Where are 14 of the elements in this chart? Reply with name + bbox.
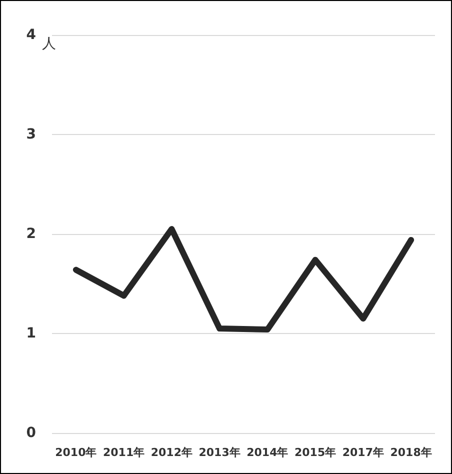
x-tick-label: 2015年: [294, 446, 336, 459]
y-tick-label: 3: [26, 126, 36, 142]
y-tick-label: 1: [26, 326, 36, 342]
x-tick-label: 2010年: [55, 446, 97, 459]
x-tick-label: 2012年: [150, 446, 192, 459]
y-tick-label: 2: [26, 226, 36, 242]
y-tick-label: 4: [26, 27, 36, 43]
x-tick-label: 2018年: [390, 446, 432, 459]
x-tick-label: 2013年: [198, 446, 240, 459]
x-tick-label: 2017年: [342, 446, 384, 459]
y-axis-title: 人: [42, 36, 56, 52]
x-tick-label: 2011年: [103, 446, 145, 459]
x-tick-label: 2014年: [246, 446, 288, 459]
y-tick-label: 0: [26, 425, 36, 441]
